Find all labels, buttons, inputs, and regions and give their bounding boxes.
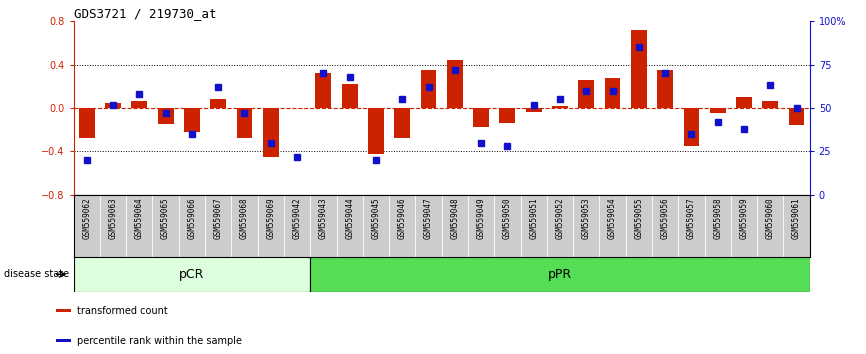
Bar	[74, 257, 310, 292]
Text: GSM559052: GSM559052	[555, 198, 565, 239]
Bar	[683, 108, 699, 146]
Bar	[578, 80, 594, 108]
Bar	[604, 78, 620, 108]
Text: GSM559062: GSM559062	[82, 198, 91, 239]
Text: GSM559049: GSM559049	[476, 198, 486, 239]
Text: GSM559068: GSM559068	[240, 198, 249, 239]
Bar	[184, 108, 200, 132]
Bar	[263, 108, 279, 157]
Bar	[710, 108, 726, 113]
Bar	[342, 84, 358, 108]
Text: GSM559042: GSM559042	[293, 198, 301, 239]
Bar	[500, 108, 515, 123]
Bar	[368, 108, 384, 154]
Text: GSM559051: GSM559051	[529, 198, 538, 239]
Bar	[236, 108, 252, 138]
Text: GSM559055: GSM559055	[634, 198, 643, 239]
Text: pCR: pCR	[179, 268, 204, 281]
Text: GDS3721 / 219730_at: GDS3721 / 219730_at	[74, 7, 216, 20]
Text: GSM559066: GSM559066	[187, 198, 197, 239]
Bar	[657, 70, 673, 108]
Bar	[56, 309, 70, 312]
Bar	[421, 70, 436, 108]
Text: GSM559043: GSM559043	[319, 198, 328, 239]
Text: GSM559057: GSM559057	[687, 198, 696, 239]
Text: transformed count: transformed count	[77, 306, 168, 316]
Bar	[310, 257, 810, 292]
Text: GSM559048: GSM559048	[450, 198, 459, 239]
Text: GSM559058: GSM559058	[714, 198, 722, 239]
Text: disease state: disease state	[4, 269, 69, 279]
Bar	[315, 73, 331, 108]
Text: GSM559069: GSM559069	[266, 198, 275, 239]
Text: GSM559059: GSM559059	[740, 198, 748, 239]
Bar	[158, 108, 173, 124]
Bar	[473, 108, 489, 127]
Text: GSM559067: GSM559067	[214, 198, 223, 239]
Bar	[394, 108, 410, 138]
Text: GSM559050: GSM559050	[503, 198, 512, 239]
Text: GSM559046: GSM559046	[397, 198, 407, 239]
Text: GSM559063: GSM559063	[108, 198, 118, 239]
Bar	[105, 103, 121, 108]
Text: GSM559060: GSM559060	[766, 198, 775, 239]
Text: GSM559064: GSM559064	[135, 198, 144, 239]
Text: GSM559047: GSM559047	[424, 198, 433, 239]
Text: GSM559054: GSM559054	[608, 198, 617, 239]
Text: GSM559065: GSM559065	[161, 198, 170, 239]
Text: GSM559044: GSM559044	[346, 198, 354, 239]
Text: percentile rank within the sample: percentile rank within the sample	[77, 336, 242, 346]
Text: GSM559053: GSM559053	[582, 198, 591, 239]
Text: pPR: pPR	[548, 268, 572, 281]
Bar	[631, 30, 647, 108]
Text: GSM559056: GSM559056	[661, 198, 669, 239]
Bar	[736, 97, 752, 108]
Bar	[553, 106, 568, 108]
Bar	[210, 99, 226, 108]
Bar	[762, 102, 779, 108]
Bar	[447, 60, 462, 108]
Bar	[56, 339, 70, 342]
Bar	[789, 108, 805, 125]
Text: GSM559061: GSM559061	[792, 198, 801, 239]
Bar	[79, 108, 94, 138]
Text: GSM559045: GSM559045	[372, 198, 380, 239]
Bar	[132, 102, 147, 108]
Bar	[526, 108, 541, 112]
